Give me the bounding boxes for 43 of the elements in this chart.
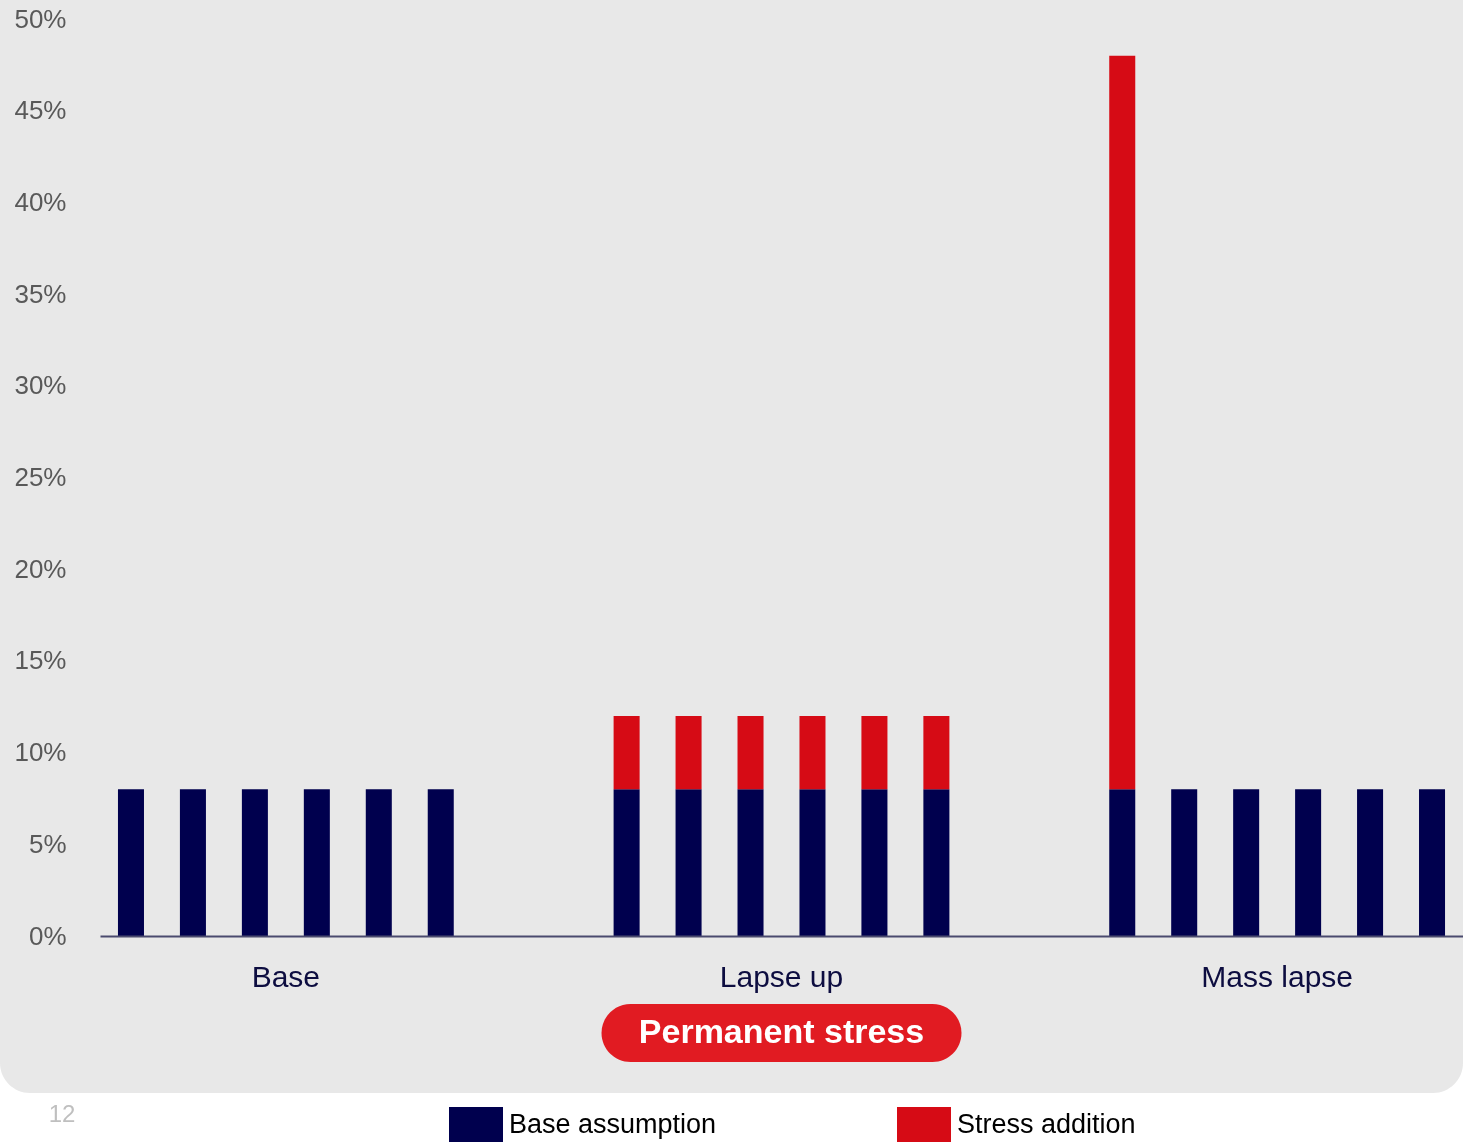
bar xyxy=(799,715,826,790)
y-tick-label: 30% xyxy=(14,370,67,401)
y-tick-label: 5% xyxy=(28,828,67,859)
y-tick-label: 15% xyxy=(14,645,67,676)
bar xyxy=(675,715,702,790)
bar xyxy=(1295,789,1322,936)
bar xyxy=(923,789,950,936)
bar xyxy=(675,789,702,936)
y-tick-label: 0% xyxy=(28,920,67,951)
y-tick-label: 40% xyxy=(14,186,67,217)
bar xyxy=(427,789,454,936)
bar xyxy=(1109,55,1136,790)
y-tick-label: 45% xyxy=(14,95,67,126)
bar xyxy=(737,789,764,936)
bar xyxy=(1233,789,1260,936)
y-tick-label: 25% xyxy=(14,462,67,492)
bar xyxy=(923,715,950,790)
y-tick-label: 50% xyxy=(14,3,67,34)
bar xyxy=(737,715,764,790)
bar xyxy=(613,789,640,936)
text: 12 xyxy=(48,1100,76,1127)
bar xyxy=(861,715,888,790)
y-tick-label: 10% xyxy=(14,737,67,768)
bar xyxy=(303,789,330,936)
bar xyxy=(613,715,640,790)
legend-label: Base assumption xyxy=(509,1109,717,1139)
bar xyxy=(1357,789,1384,936)
y-tick-label: 35% xyxy=(14,278,67,309)
bar xyxy=(799,789,826,936)
bar xyxy=(365,789,392,936)
bar xyxy=(241,789,268,936)
bar xyxy=(1171,789,1198,936)
bar xyxy=(861,789,888,936)
x-tick-label: Lapse up xyxy=(719,959,844,993)
bar xyxy=(179,789,206,936)
text: Permanent stress xyxy=(638,1012,925,1050)
bar xyxy=(117,789,144,936)
x-tick-label: Mass lapse xyxy=(1201,959,1353,993)
bar xyxy=(1109,789,1136,936)
x-tick-label: Base xyxy=(251,959,321,993)
legend-label: Stress addition xyxy=(957,1109,1136,1139)
bar xyxy=(1419,789,1446,936)
y-tick-label: 20% xyxy=(14,553,67,584)
